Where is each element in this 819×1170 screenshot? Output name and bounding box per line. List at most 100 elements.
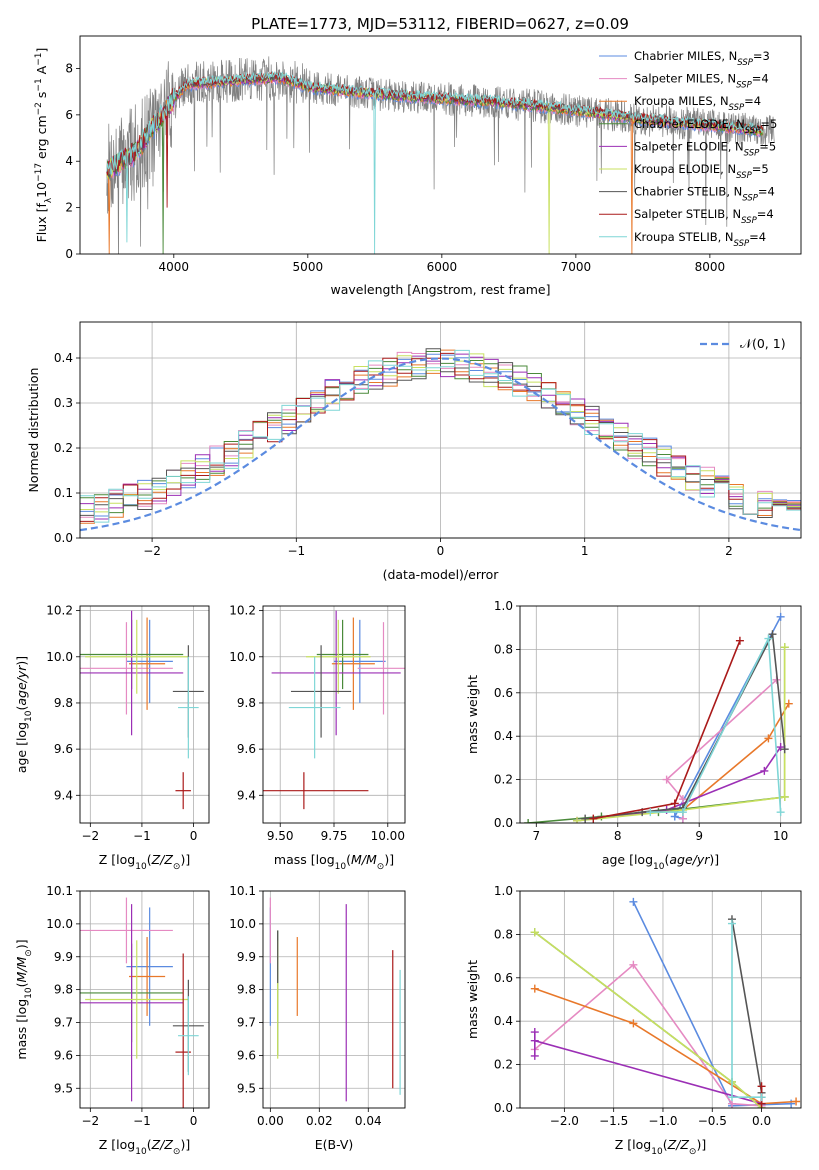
y-tick-label: 0.2 (54, 441, 73, 455)
x-tick-label: 7 (532, 829, 540, 843)
axes-frame (519, 605, 802, 824)
y-tick-label: 9.8 (237, 983, 256, 997)
y-tick-label: 9.6 (54, 1048, 73, 1062)
weight-series-kroupa-stelib (727, 919, 766, 1102)
errorbar-salpeter-stelib (175, 772, 191, 810)
y-tick-label: 0.0 (54, 531, 73, 545)
x-tick-label: 8 (614, 829, 622, 843)
x-tick-label: 0.02 (306, 1114, 333, 1128)
weight-series-salpeter-miles (662, 675, 781, 823)
legend-entry-chabrier-stelib: Chabrier STELIB, NSSP=4 (634, 185, 775, 204)
weight-series-salpeter-stelib (589, 636, 744, 823)
residual-histogram-chabrier-stelib (80, 348, 801, 530)
y-tick-label: 0.4 (494, 1014, 513, 1028)
errorbar-chabrier-miles (126, 619, 173, 703)
y-tick-label: 9.5 (54, 1081, 73, 1095)
errorbar-chabrier-miles (334, 619, 386, 703)
legend-entry-salpeter-elodie: Salpeter ELODIE, NSSP=5 (634, 139, 776, 158)
x-tick-label: −1 (287, 544, 305, 558)
x-tick-label: −1.5 (599, 1114, 628, 1128)
errorbar-salpeter-elodie (80, 610, 184, 736)
errorbar-kroupa-miles (129, 937, 166, 1016)
y-tick-label: 9.6 (237, 1048, 256, 1062)
y-tick-label: 0.1 (54, 486, 73, 500)
axes-frame (79, 35, 802, 255)
weight-marker (524, 819, 533, 823)
weight-marker (670, 812, 679, 821)
weight-marker (678, 795, 687, 804)
y-tick-label: 4 (65, 154, 73, 168)
weight-marker (573, 816, 582, 823)
weight-marker (760, 766, 769, 775)
weight-marker (776, 808, 785, 817)
x-axis-label: mass [log10(M/M⊙)] (274, 852, 394, 872)
x-tick-label: −2 (81, 1114, 99, 1128)
weight-series-kroupa-stelib (646, 634, 785, 817)
y-tick-label: 1.0 (494, 884, 513, 898)
weight-line (576, 647, 786, 822)
weight-marker (780, 643, 789, 652)
x-tick-label: 1 (581, 544, 589, 558)
axes-frame (79, 890, 210, 1109)
weight-marker (662, 775, 671, 784)
weight-series-salpeter-elodie (530, 1028, 766, 1108)
y-tick-label: 0.6 (494, 971, 513, 985)
x-tick-label: 0.00 (257, 1114, 284, 1128)
y-tick-label: 0.0 (494, 816, 513, 830)
errorbar-salpeter-miles (80, 897, 173, 964)
weight-marker (768, 630, 777, 639)
errorbar-salpeter-elodie (271, 610, 401, 736)
x-tick-label: 7000 (561, 260, 592, 274)
weight-series-salpeter-miles (530, 960, 766, 1108)
axes-frame (79, 605, 210, 824)
mass-vs-Z-panel: −2 −1 0 9.5 9.6 9.7 9.8 9.9 10.0 10.1 Z [log10(Z/Z… (14, 884, 210, 1157)
y-axis-label: Flux [fλ10−17 erg cm−2 s−1 A−1] (34, 48, 54, 243)
weight-marker (727, 919, 736, 928)
axes-frame (262, 890, 406, 1109)
x-tick-label: 5000 (293, 260, 324, 274)
errorbar-kroupa-elodie (85, 619, 189, 694)
age-vs-mass-panel: 9.50 9.75 10.00 9.4 9.6 9.8 10.0 10.2 mass [log1… (229, 604, 406, 872)
y-tick-label: 0.3 (54, 396, 73, 410)
y-tick-label: 0.4 (54, 351, 73, 365)
weight-marker (530, 984, 539, 993)
x-tick-label: 0 (190, 1114, 198, 1128)
weight-marker (757, 1093, 766, 1102)
weight-series-chabrier-elodie (524, 643, 789, 823)
y-tick-label: 9.4 (237, 788, 256, 802)
x-tick-label: 9.50 (267, 829, 294, 843)
errorbar-salpeter-stelib (263, 772, 369, 810)
weight-marker (787, 1099, 796, 1108)
weight-marker (530, 1036, 539, 1045)
y-tick-label: 0 (65, 247, 73, 261)
weight-marker (629, 1019, 638, 1028)
weight-marker (735, 636, 744, 645)
legend-entry-chabrier-miles: Chabrier MILES, NSSP=3 (634, 49, 770, 68)
errorbar-kroupa-miles (129, 617, 166, 710)
observed-spectrum (106, 56, 775, 254)
weight-marker (764, 734, 773, 743)
y-axis-label: mass weight (465, 960, 480, 1039)
y-tick-label: 9.9 (237, 950, 256, 964)
weight-line (731, 919, 763, 1098)
y-tick-label: 10.1 (229, 884, 256, 898)
weight-line (534, 963, 762, 1107)
errorbar-salpeter-elodie (80, 904, 184, 1102)
x-axis-label: age [log10(age/yr)] (602, 852, 719, 872)
weight-marker (589, 814, 598, 823)
y-tick-label: 9.6 (237, 742, 256, 756)
y-tick-label: 9.9 (54, 950, 73, 964)
weight-marker (776, 743, 785, 752)
y-tick-label: 2 (65, 201, 73, 215)
axes-frame (262, 605, 406, 824)
weight-line (593, 640, 741, 820)
y-tick-label: 9.6 (54, 742, 73, 756)
errorbar-kroupa-stelib (178, 996, 199, 1076)
weight-marker (530, 928, 539, 937)
residuals-panel: −2 −1 0 1 2 0.0 0.1 0.2 0.3 0.4 (data-model)/error… (26, 321, 802, 582)
y-tick-label: 9.8 (54, 983, 73, 997)
y-tick-label: 10.1 (46, 884, 73, 898)
y-tick-label: 0.8 (494, 927, 513, 941)
y-tick-label: 9.7 (54, 1016, 73, 1030)
